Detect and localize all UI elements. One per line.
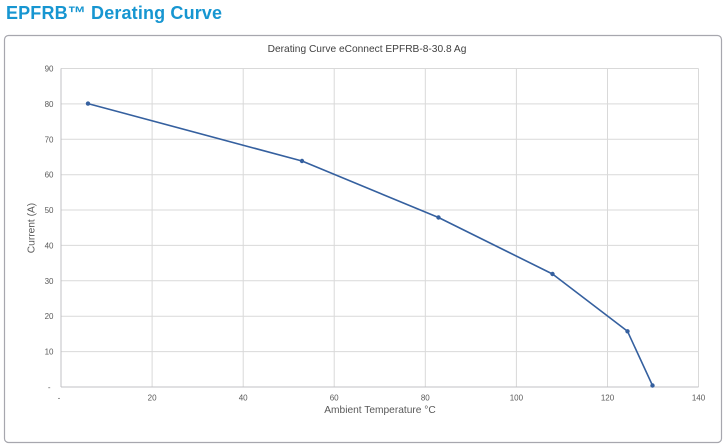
svg-text:80: 80 [421, 393, 430, 402]
svg-text:20: 20 [45, 312, 54, 321]
svg-text:50: 50 [45, 206, 54, 215]
svg-text:70: 70 [45, 135, 54, 144]
svg-text:-: - [58, 393, 61, 402]
svg-text:60: 60 [45, 171, 54, 180]
svg-text:80: 80 [45, 100, 54, 109]
svg-text:100: 100 [510, 393, 524, 402]
svg-text:30: 30 [45, 277, 54, 286]
svg-text:20: 20 [148, 393, 157, 402]
svg-text:90: 90 [45, 65, 54, 74]
svg-text:Current (A): Current (A) [27, 203, 38, 253]
svg-text:120: 120 [601, 393, 615, 402]
svg-text:-: - [48, 383, 51, 392]
svg-text:60: 60 [330, 393, 339, 402]
svg-text:140: 140 [692, 393, 706, 402]
svg-text:40: 40 [239, 393, 248, 402]
svg-text:40: 40 [45, 241, 54, 250]
svg-text:Ambient Temperature °C: Ambient Temperature °C [324, 405, 435, 416]
svg-text:Derating Curve eConnect EPFRB-: Derating Curve eConnect EPFRB-8-30.8 Ag [268, 44, 467, 55]
svg-text:10: 10 [45, 348, 54, 357]
